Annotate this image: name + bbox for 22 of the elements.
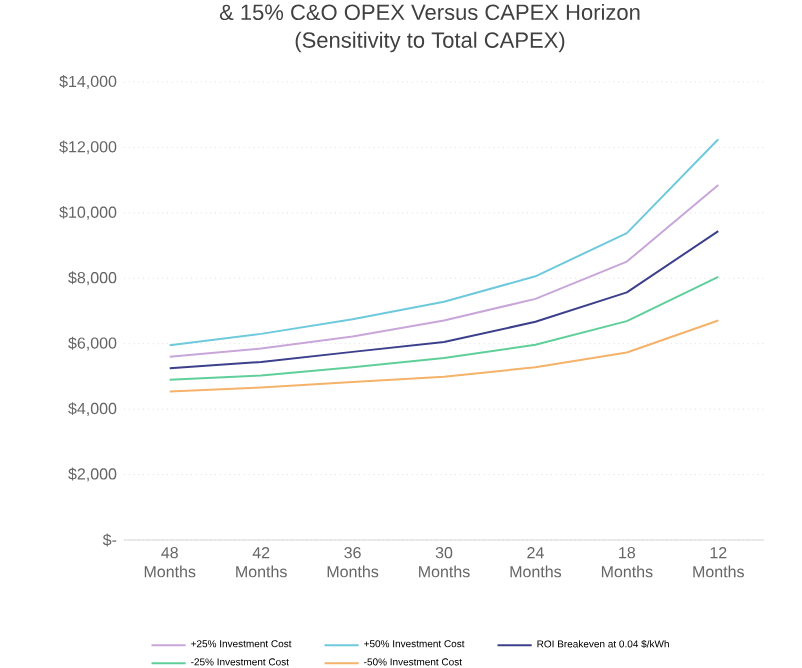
x-tick-label: 42 Months bbox=[236, 547, 287, 578]
line-series bbox=[168, 230, 720, 370]
y-tick-label: $12,000 bbox=[59, 140, 117, 155]
y-tick-label: $4,000 bbox=[68, 402, 117, 417]
y-tick-label: $14,000 bbox=[59, 75, 117, 89]
x-tick-label: 24 Months bbox=[510, 547, 562, 578]
chart-subtitle: (Sensitivity to Total CAPEX) bbox=[295, 31, 565, 53]
x-tick-label: 18 Months bbox=[601, 547, 653, 578]
line-series bbox=[168, 275, 720, 381]
line-series bbox=[168, 319, 720, 393]
y-tick-label: $6,000 bbox=[68, 336, 117, 351]
line-series bbox=[168, 184, 720, 358]
y-tick-label: $- bbox=[102, 533, 117, 547]
x-tick-label: 36 Months bbox=[327, 547, 379, 578]
x-tick-label: 48 Months bbox=[144, 547, 196, 578]
x-tick-label: 12 Months bbox=[693, 547, 744, 578]
y-tick-label: $2,000 bbox=[68, 467, 117, 482]
x-tick-label: 30 Months bbox=[419, 547, 470, 578]
line-series bbox=[168, 138, 720, 347]
chart-title: & 15% C&O OPEX Versus CAPEX Horizon bbox=[219, 3, 640, 21]
y-tick-label: $10,000 bbox=[59, 205, 117, 220]
y-tick-label: $8,000 bbox=[68, 271, 117, 286]
